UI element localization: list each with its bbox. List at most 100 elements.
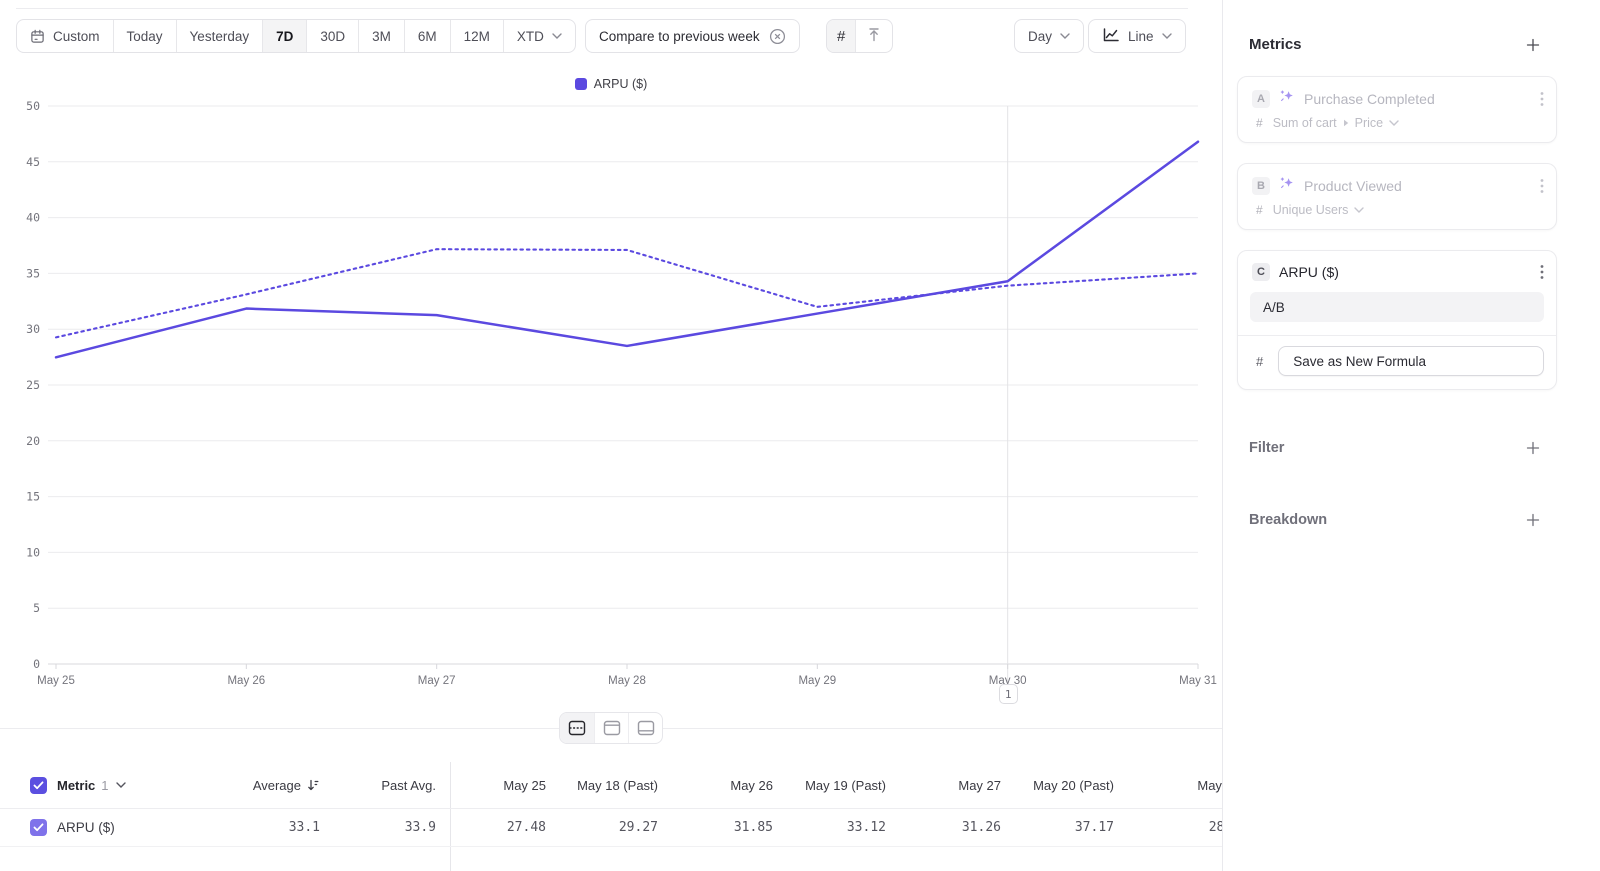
metric-column-label: Metric <box>57 777 96 793</box>
range-xtd-button[interactable]: XTD <box>502 20 575 52</box>
average-column-header[interactable]: Average <box>253 778 320 793</box>
range-yesterday-button[interactable]: Yesterday <box>175 20 263 52</box>
split-bottom-icon <box>637 720 654 736</box>
layout-table-only-button[interactable] <box>628 713 662 743</box>
card-divider <box>1238 335 1556 336</box>
kebab-menu-icon[interactable] <box>1538 176 1546 196</box>
metric-badge: B <box>1252 176 1270 195</box>
compare-label: Compare to previous week <box>599 28 760 44</box>
metric-card-c[interactable]: C ARPU ($) A/B # Save as New Formula <box>1237 250 1557 390</box>
cell-value: 28.5 <box>1208 820 1222 835</box>
svg-text:5: 5 <box>33 601 40 615</box>
svg-text:20: 20 <box>26 434 40 448</box>
svg-text:45: 45 <box>26 155 40 169</box>
date-column-header[interactable]: May 19 (Past) <box>805 777 886 793</box>
range-30d-button[interactable]: 30D <box>306 20 358 52</box>
formula-input[interactable]: A/B <box>1250 292 1544 322</box>
arrow-up-from-line-icon <box>866 27 882 46</box>
row-checkbox[interactable] <box>30 819 47 836</box>
metric-name: Product Viewed <box>1304 177 1402 194</box>
range-custom-button[interactable]: Custom <box>17 20 113 52</box>
layout-split-view-button[interactable] <box>560 713 594 743</box>
date-column-header[interactable]: May 25 <box>503 777 546 793</box>
select-all-checkbox[interactable] <box>30 776 47 794</box>
table-column-separator <box>450 762 451 871</box>
past-avg-column-header[interactable]: Past Avg. <box>381 777 436 793</box>
add-filter-button[interactable] <box>1525 440 1541 456</box>
range-6m-button[interactable]: 6M <box>403 20 450 52</box>
absolute-values-button[interactable]: # <box>827 20 856 52</box>
metric-badge: A <box>1252 89 1270 108</box>
query-builder-sidebar: Metrics A Purchase Completed # Sum of ca… <box>1222 0 1600 871</box>
svg-text:35: 35 <box>26 266 40 280</box>
date-column-header[interactable]: May 28 <box>1197 777 1222 793</box>
remove-compare-icon[interactable] <box>769 28 786 45</box>
sparkle-icon <box>1279 175 1295 196</box>
add-breakdown-button[interactable] <box>1525 512 1541 528</box>
growth-values-button[interactable] <box>855 20 892 52</box>
chart-type-dropdown[interactable]: Line <box>1088 19 1186 53</box>
range-12m-button[interactable]: 12M <box>449 20 503 52</box>
triangle-right-icon <box>1343 119 1348 127</box>
svg-text:50: 50 <box>26 99 40 113</box>
save-as-new-formula-button[interactable]: Save as New Formula <box>1278 346 1544 376</box>
table-header-row: Metric 1 Average Past Avg. May 25 May 18… <box>0 762 1222 808</box>
range-3m-button[interactable]: 3M <box>358 20 404 52</box>
svg-text:10: 10 <box>26 545 40 559</box>
date-column-header[interactable]: May 18 (Past) <box>577 777 658 793</box>
interval-label: Day <box>1028 28 1053 44</box>
metric-count: 1 <box>101 777 109 793</box>
annotation-marker[interactable]: 1 <box>998 684 1018 704</box>
svg-text:30: 30 <box>26 322 40 336</box>
svg-text:0: 0 <box>33 657 40 671</box>
compare-to-previous-week-pill[interactable]: Compare to previous week <box>585 19 800 53</box>
svg-text:40: 40 <box>26 211 40 225</box>
sparkle-icon <box>1279 88 1295 109</box>
range-7d-button[interactable]: 7D <box>262 20 307 52</box>
svg-text:May 26: May 26 <box>227 675 265 687</box>
range-custom-label: Custom <box>53 28 100 44</box>
svg-text:May 28: May 28 <box>608 675 646 687</box>
breakdown-section-title: Breakdown <box>1249 512 1328 528</box>
layout-toggle-group <box>559 712 663 744</box>
interval-dropdown[interactable]: Day <box>1014 19 1085 53</box>
kebab-menu-icon[interactable] <box>1538 262 1546 282</box>
layout-chart-only-button[interactable] <box>594 713 628 743</box>
svg-text:May 27: May 27 <box>418 675 456 687</box>
cell-value: 31.26 <box>961 820 1001 835</box>
svg-text:May 29: May 29 <box>798 675 836 687</box>
date-column-header[interactable]: May 20 (Past) <box>1033 777 1114 793</box>
cell-value: 29.27 <box>618 820 658 835</box>
metric-card-b[interactable]: B Product Viewed # Unique Users <box>1237 163 1557 230</box>
aggregation-selector[interactable]: Unique Users <box>1273 203 1365 217</box>
calendar-icon <box>30 29 45 44</box>
filter-section-title: Filter <box>1249 440 1285 456</box>
hash-icon: # <box>1256 353 1264 369</box>
chevron-down-icon[interactable] <box>115 782 126 788</box>
range-today-button[interactable]: Today <box>112 20 176 52</box>
chevron-down-icon <box>1389 120 1399 126</box>
add-metric-button[interactable] <box>1525 37 1541 53</box>
chevron-down-icon <box>552 33 562 39</box>
line-chart[interactable]: 0 5 10 15 20 25 30 35 40 45 50 May 25 May 26 May 27 Ma… <box>0 96 1222 708</box>
date-range-segmented-control: Custom Today Yesterday 7D 30D 3M 6M 12M … <box>16 19 576 53</box>
legend-label: ARPU ($) <box>593 77 648 91</box>
metrics-section-title: Metrics <box>1249 36 1302 53</box>
date-column-header[interactable]: May 27 <box>958 777 1001 793</box>
date-column-header[interactable]: May 26 <box>730 777 773 793</box>
metric-row-cell[interactable]: ARPU ($) <box>0 819 115 836</box>
chevron-down-icon <box>1354 207 1365 213</box>
chart-type-label: Line <box>1128 28 1154 44</box>
table-row[interactable]: ARPU ($) 33.1 33.9 27.48 29.27 31.85 33.… <box>0 808 1222 847</box>
check-icon <box>33 780 44 789</box>
check-icon <box>33 823 44 832</box>
metric-header-cell[interactable]: Metric 1 <box>0 776 126 794</box>
plus-icon <box>1526 441 1540 455</box>
line-chart-icon <box>1102 27 1120 46</box>
cell-value: 31.85 <box>733 820 773 835</box>
kebab-menu-icon[interactable] <box>1538 89 1546 109</box>
metric-name: ARPU ($) <box>1279 264 1339 280</box>
results-table: Metric 1 Average Past Avg. May 25 May 18… <box>0 762 1222 847</box>
aggregation-selector[interactable]: Sum of cart Price <box>1273 116 1399 130</box>
metric-card-a[interactable]: A Purchase Completed # Sum of cart Price <box>1237 76 1557 143</box>
